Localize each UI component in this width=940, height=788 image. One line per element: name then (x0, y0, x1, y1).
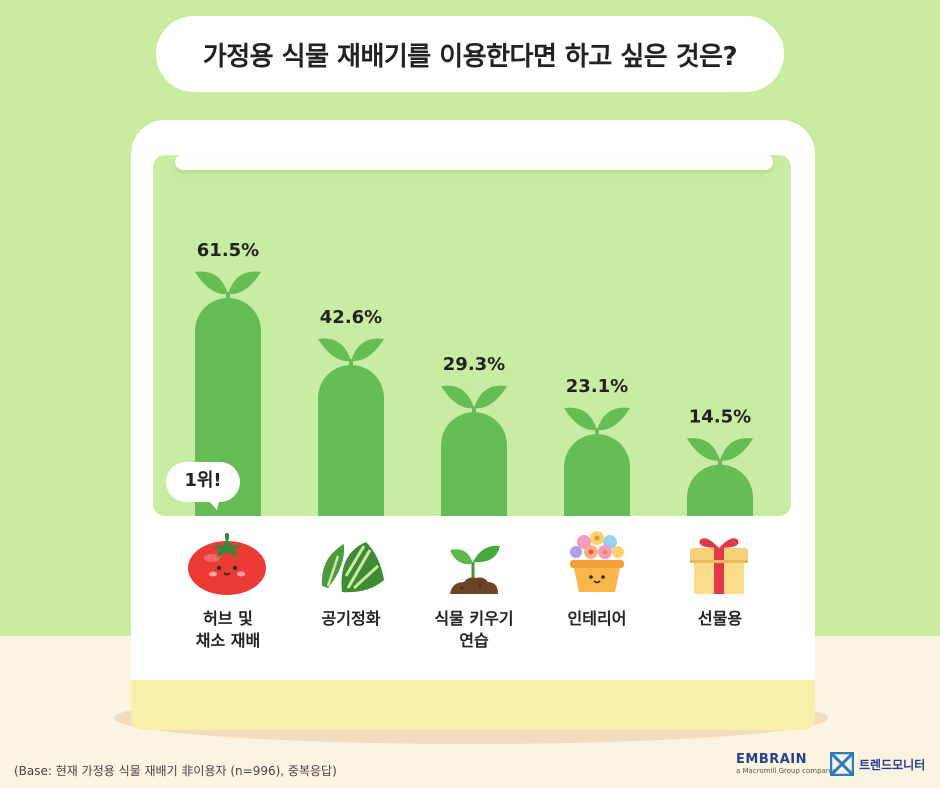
flower-pot-icon (570, 531, 624, 592)
value-label-3: 29.3% (443, 354, 505, 375)
embrain-tagline: a Macromill Group company (736, 767, 835, 775)
bar-body (318, 364, 384, 516)
category-label-4: 인테리어 (567, 609, 627, 628)
monstera-leaf-icon (321, 542, 384, 593)
embrain-wordmark: EMBRAIN (736, 752, 808, 767)
sprout-leaf-left (441, 385, 474, 409)
gift-box-icon (690, 538, 748, 594)
bar-body (195, 298, 261, 516)
category-label-5: 선물용 (697, 609, 743, 628)
sprout-leaf-right (597, 407, 630, 431)
sprout-leaf-right (474, 385, 507, 409)
title-banner: 가정용 식물 재배기를 이용한다면 하고 싶은 것은? (156, 16, 784, 92)
bar-body (564, 434, 630, 516)
sprout-leaf-left (318, 338, 351, 362)
speech-bubble-icon (166, 462, 240, 510)
category-label-2: 공기정화 (321, 609, 381, 628)
rank-badge: 1위! (165, 461, 241, 510)
bar-2 (318, 338, 384, 516)
value-label-4: 23.1% (566, 376, 628, 397)
sprout-in-soil-icon (450, 545, 500, 594)
value-label-1: 61.5% (197, 240, 259, 261)
bar-4 (564, 407, 630, 516)
sprout-leaf-left (687, 438, 720, 461)
sprout-leaf-left (195, 271, 228, 295)
bar-3 (441, 385, 507, 516)
category-label-3: 식물 키우기 연습 (434, 609, 514, 650)
category-label-1: 허브 및 채소 재배 (195, 609, 261, 650)
sprout-leaf-right (228, 271, 261, 295)
sprout-leaf-right (720, 438, 753, 461)
value-label-5: 14.5% (689, 407, 751, 428)
embrain-logo: EMBRAIN a Macromill Group company (736, 752, 834, 775)
grow-light-bar (175, 154, 773, 170)
chart-title: 가정용 식물 재배기를 이용한다면 하고 싶은 것은? (202, 41, 738, 72)
sprout-leaf-left (564, 407, 597, 431)
bar-body (441, 412, 507, 516)
bar-body (687, 464, 753, 516)
bar-1 (195, 271, 261, 516)
sprout-leaf-right (351, 338, 384, 362)
trendmonitor-wordmark: 트렌드모니터 (859, 757, 926, 772)
footnote: (Base: 현재 가정용 식물 재배기 非이용자 (n=996), 중복응답) (14, 764, 337, 778)
trendmonitor-logo: 트렌드모니터 (830, 752, 925, 776)
rank-badge-text: 1위! (184, 470, 222, 491)
bar-5 (687, 438, 753, 516)
planter-base (131, 676, 815, 730)
trendmonitor-mark-icon (830, 752, 854, 776)
value-label-2: 42.6% (320, 307, 382, 328)
tomato-icon (188, 533, 266, 595)
